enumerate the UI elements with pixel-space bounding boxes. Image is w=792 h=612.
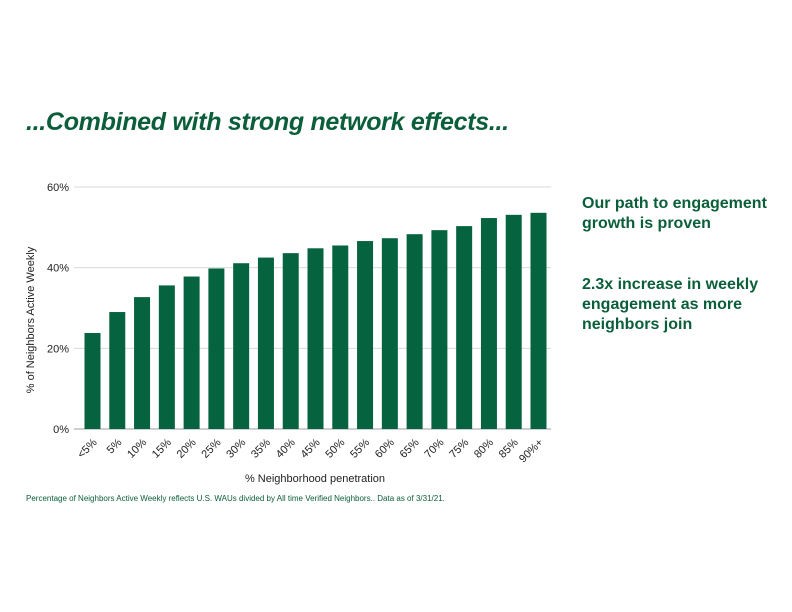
x-tick-label: <5%: [75, 436, 99, 460]
chart-bars: [84, 212, 547, 429]
bar: [84, 333, 101, 429]
x-tick-label: 55%: [348, 436, 372, 460]
bar: [257, 257, 274, 429]
bar: [208, 268, 225, 429]
x-tick-label: 45%: [299, 436, 323, 460]
x-tick-label: 65%: [398, 436, 422, 460]
x-tick-label: 5%: [105, 436, 125, 456]
engagement-claim: Our path to engagement growth is proven: [582, 195, 767, 232]
y-tick-label: 0%: [53, 424, 69, 436]
x-tick-label: 30%: [224, 436, 248, 460]
x-axis-label: % Neighborhood penetration: [245, 473, 385, 485]
x-tick-label: 50%: [323, 436, 347, 460]
y-tick-label: 60%: [47, 182, 69, 194]
weekly-increase-claim: 2.3x increase in weekly engagement as mo…: [582, 276, 759, 333]
bar: [530, 212, 547, 429]
x-tick-label: 35%: [249, 436, 273, 460]
x-tick-label: 15%: [150, 436, 174, 460]
footnote: Percentage of Neighbors Active Weekly re…: [26, 494, 445, 503]
x-tick-label: 40%: [274, 436, 298, 460]
bar: [307, 248, 324, 429]
bar: [431, 230, 448, 429]
x-axis-ticks: <5% 5% 10% 15% 20% 25% 30% 35% 40% 45% 50% 55% 60% 65…: [75, 436, 545, 465]
bar: [480, 218, 497, 429]
y-tick-label: 20%: [47, 343, 69, 355]
y-axis-ticks: 0% 20% 40% 60%: [47, 182, 69, 436]
bar: [381, 238, 398, 429]
y-axis-label: % of Neighbors Active Weekly: [25, 246, 37, 393]
x-tick-label: 10%: [125, 436, 149, 460]
bar: [332, 245, 349, 429]
bar: [109, 312, 126, 429]
bar: [134, 297, 151, 429]
bar: [406, 234, 423, 429]
bar: [233, 263, 250, 429]
slide-title: ...Combined with strong network effects.…: [26, 108, 509, 136]
bar: [183, 276, 200, 429]
y-tick-label: 40%: [47, 263, 69, 275]
bar: [282, 253, 299, 429]
bar: [505, 214, 522, 429]
x-tick-label: 20%: [175, 436, 199, 460]
bar: [357, 241, 374, 429]
x-tick-label: 25%: [199, 436, 223, 460]
x-tick-label: 75%: [447, 436, 471, 460]
x-tick-label: 90%+: [517, 437, 546, 466]
x-tick-label: 60%: [373, 436, 397, 460]
bar: [158, 285, 175, 429]
bar: [456, 226, 473, 429]
x-tick-label: 80%: [472, 436, 496, 460]
x-tick-label: 70%: [422, 436, 446, 460]
